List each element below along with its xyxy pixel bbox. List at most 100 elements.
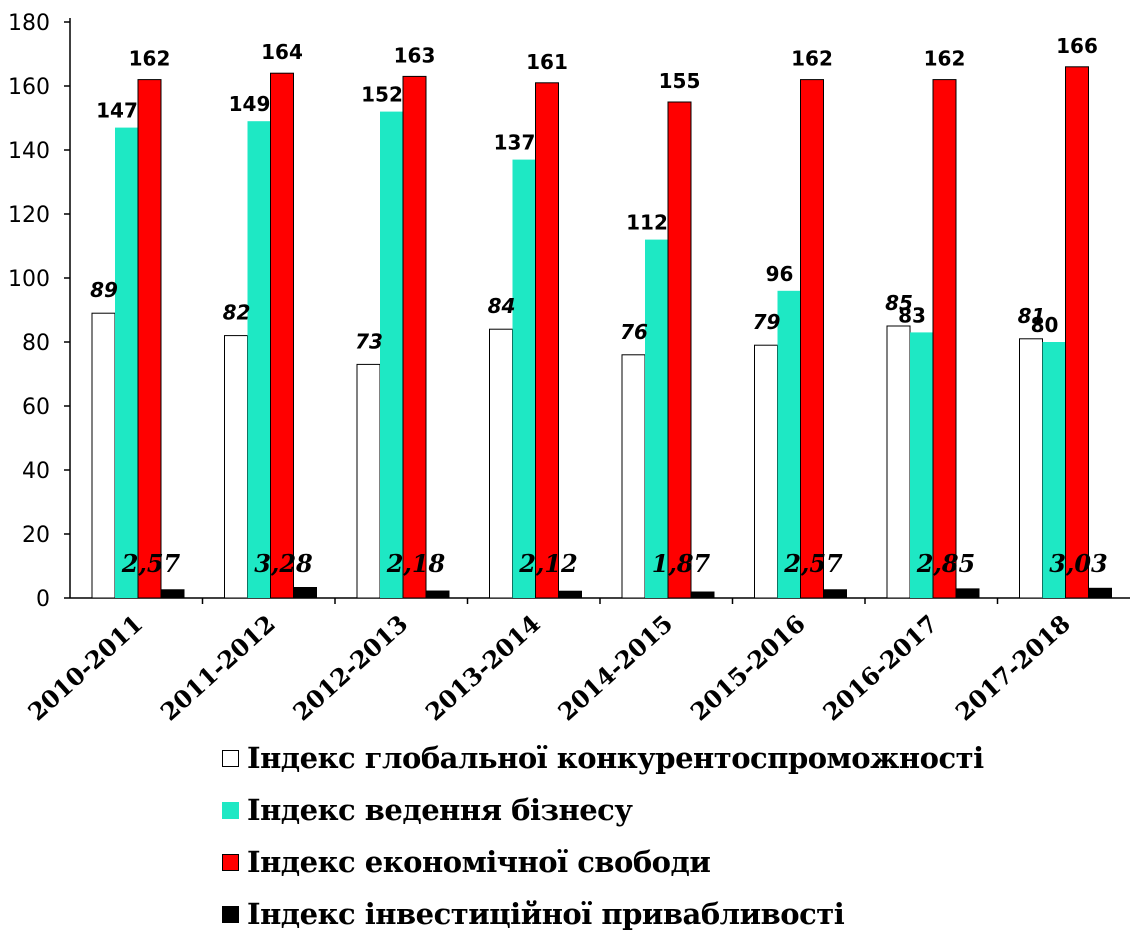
y-tick-label: 100	[8, 267, 50, 292]
bar	[823, 589, 847, 599]
data-label: 162	[924, 47, 966, 71]
data-label: 2,57	[121, 549, 181, 578]
data-label: 2,12	[518, 549, 577, 578]
data-label: 137	[494, 131, 536, 155]
legend-item-economic-freedom: Індекс економічної свободи	[222, 836, 984, 888]
bar	[356, 363, 381, 599]
data-label: 82	[223, 301, 251, 325]
data-label: 89	[90, 278, 118, 302]
data-label: 164	[261, 40, 303, 64]
bar	[932, 79, 957, 599]
data-label: 96	[766, 262, 794, 286]
category-labels: 2010-2011 2011-2012 2012-2013 2013-2014 2014…	[22, 609, 1076, 727]
legend-label: Індекс глобальної конкурентоспроможності	[247, 741, 984, 775]
x-tick-label: 2015-2016	[685, 609, 811, 727]
data-label: 84	[488, 294, 516, 318]
y-tick-label: 60	[22, 395, 50, 420]
data-label: 83	[898, 303, 926, 327]
legend-swatch	[222, 905, 239, 923]
data-label: 79	[753, 310, 781, 334]
y-tick-label: 40	[22, 459, 50, 484]
data-label: 2,85	[916, 549, 975, 578]
data-label: 3,28	[254, 549, 313, 578]
data-label: 161	[526, 50, 568, 74]
bar	[800, 79, 824, 599]
bar	[955, 588, 980, 599]
data-label: 149	[229, 92, 271, 116]
bar	[91, 312, 116, 599]
legend-swatch	[222, 853, 239, 871]
legend-swatch	[222, 749, 239, 767]
bar-chart: 0 20 40 60 80 100 120 140 160 180 89 147 162 2,57 82 1…	[8, 11, 1130, 727]
x-tick-label: 2017-2018	[950, 609, 1076, 727]
bar	[380, 111, 403, 598]
bar	[754, 344, 778, 599]
bar	[425, 590, 450, 599]
bar	[667, 101, 692, 599]
bar	[224, 335, 248, 599]
bar	[115, 127, 138, 598]
data-label: 166	[1056, 34, 1098, 58]
y-tick-label: 20	[22, 523, 50, 548]
data-label: 147	[96, 99, 138, 123]
data-label: 81	[1018, 304, 1046, 328]
bar	[293, 587, 317, 599]
bar	[886, 325, 911, 599]
y-tick-label: 0	[36, 587, 50, 612]
data-label: 73	[355, 329, 383, 353]
bar	[1088, 587, 1112, 599]
x-tick-label: 2013-2014	[420, 609, 546, 727]
legend-swatch	[222, 801, 239, 819]
legend-item-competitiveness: Індекс глобальної конкурентоспроможності	[222, 732, 984, 784]
y-tick-label: 160	[8, 75, 50, 100]
y-tick-label: 140	[8, 139, 50, 164]
data-label: 76	[620, 320, 648, 344]
data-label: 152	[361, 83, 403, 107]
bar	[558, 590, 582, 599]
bar	[621, 354, 646, 599]
bar	[535, 82, 559, 599]
legend: Індекс глобальної конкурентоспроможності…	[222, 732, 984, 940]
bar	[160, 589, 185, 599]
bar	[512, 159, 536, 598]
data-label: 80	[1031, 313, 1059, 337]
data-label: 163	[394, 43, 436, 67]
bar	[1042, 342, 1066, 598]
data-label: 2,57	[783, 549, 843, 578]
bar	[690, 591, 715, 599]
bar	[777, 290, 801, 598]
axes: 0 20 40 60 80 100 120 140 160 180	[8, 11, 1130, 612]
data-label: 112	[626, 211, 668, 235]
bar	[910, 332, 933, 598]
bars	[91, 66, 1112, 599]
data-label: 2,18	[386, 549, 446, 578]
x-tick-label: 2012-2013	[287, 609, 413, 727]
bar	[489, 328, 513, 599]
x-tick-label: 2016-2017	[817, 609, 943, 727]
legend-label: Індекс ведення бізнесу	[247, 793, 633, 827]
data-label: 162	[129, 47, 171, 71]
x-tick-label: 2011-2012	[155, 609, 281, 727]
y-tick-label: 120	[8, 203, 50, 228]
bar	[270, 72, 294, 599]
x-tick-label: 2014-2015	[552, 609, 678, 727]
y-tick-label: 180	[8, 11, 50, 36]
x-tick-label: 2010-2011	[22, 609, 148, 727]
legend-label: Індекс економічної свободи	[247, 845, 711, 879]
bar	[645, 239, 668, 598]
data-labels: 89 147 162 2,57 82 149 164 3,28 73 152 163 2,18 84 13…	[90, 34, 1108, 578]
bar	[137, 79, 162, 599]
bar	[1065, 66, 1089, 599]
legend-label: Індекс інвестиційної привабливості	[247, 897, 845, 931]
bar	[247, 121, 271, 598]
legend-item-investment: Індекс інвестиційної привабливості	[222, 888, 984, 940]
bar	[402, 75, 427, 599]
data-label: 162	[791, 47, 833, 71]
data-label: 155	[659, 69, 701, 93]
data-label: 85	[885, 291, 913, 315]
y-tick-label: 80	[22, 331, 50, 356]
bar	[1019, 338, 1043, 599]
data-label: 1,87	[652, 549, 711, 578]
data-label: 3,03	[1049, 549, 1107, 578]
legend-item-doing-business: Індекс ведення бізнесу	[222, 784, 984, 836]
